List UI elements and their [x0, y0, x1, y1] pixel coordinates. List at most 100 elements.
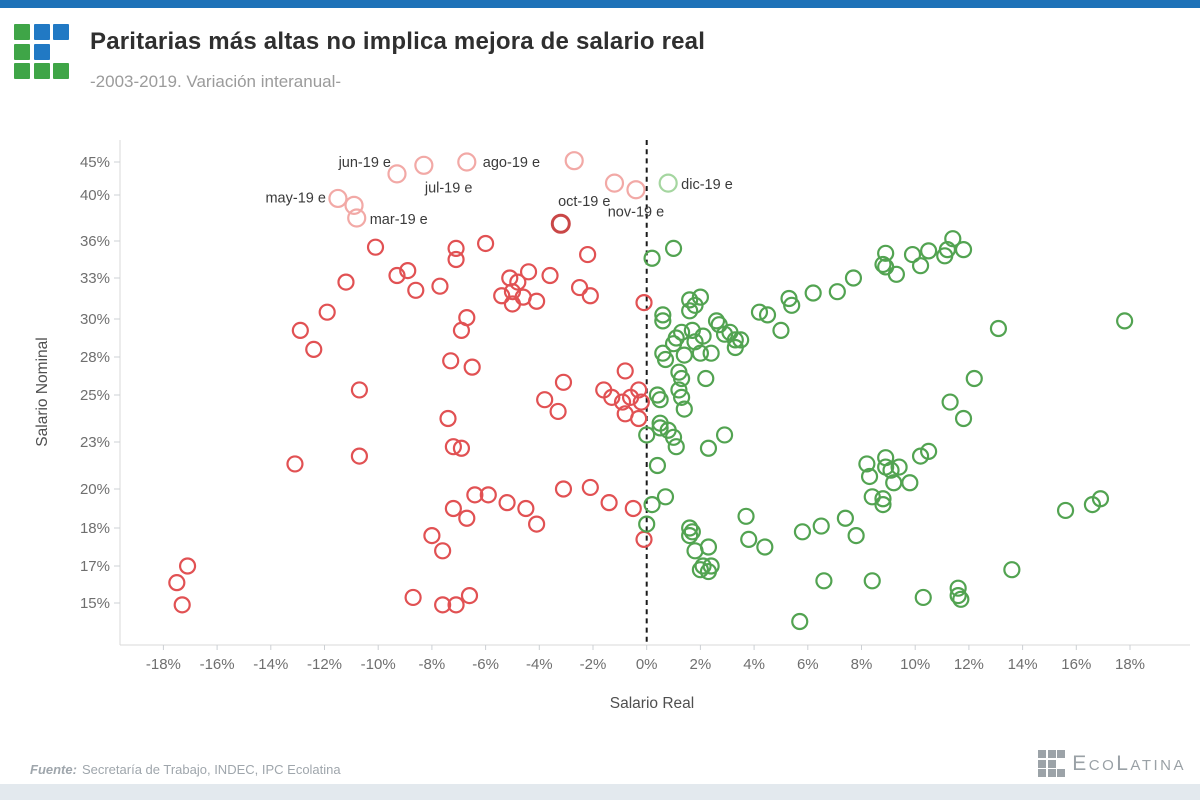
data-point-salario-real-positivo[interactable]: [887, 265, 906, 283]
data-point-salario-real-positivo[interactable]: [920, 442, 938, 460]
data-point-salario-real-positivo[interactable]: [882, 461, 900, 479]
data-point-salario-real-negativo[interactable]: [635, 294, 653, 312]
data-point-salario-real-negativo[interactable]: [536, 391, 554, 409]
data-point-salario-real-negativo[interactable]: [616, 362, 634, 380]
data-point-dic-19-estimado[interactable]: [658, 173, 678, 193]
data-point-salario-real-negativo[interactable]: [439, 409, 457, 428]
data-point-salario-real-positivo[interactable]: [651, 391, 669, 409]
data-point-salario-real-positivo[interactable]: [664, 428, 683, 446]
data-point-salario-real-positivo[interactable]: [697, 369, 715, 388]
data-point-salario-real-positivo[interactable]: [675, 346, 693, 364]
data-point-salario-real-positivo[interactable]: [772, 321, 790, 339]
data-point-salario-real-positivo[interactable]: [863, 572, 881, 590]
data-point-salario-real-positivo[interactable]: [707, 312, 726, 330]
data-point-salario-real-negativo[interactable]: [423, 526, 441, 545]
data-point-salario-real-negativo[interactable]: [581, 287, 599, 305]
data-point-salario-real-positivo[interactable]: [686, 542, 704, 560]
data-point-salario-real-positivo[interactable]: [750, 303, 769, 321]
data-point-salario-real-positivo[interactable]: [877, 244, 895, 262]
data-point-salario-real-positivo[interactable]: [791, 612, 809, 631]
data-point-salario-real-negativo[interactable]: [318, 303, 336, 321]
data-point-salario-real-negativo[interactable]: [434, 596, 452, 614]
data-point-salario-real-positivo[interactable]: [638, 426, 656, 444]
data-point-salario-real-negativo[interactable]: [503, 283, 522, 301]
data-point-salario-real-negativo[interactable]: [291, 321, 309, 339]
data-point-salario-real-negativo[interactable]: [554, 480, 573, 498]
data-point-salario-real-negativo[interactable]: [460, 586, 479, 605]
data-point-salario-real-positivo[interactable]: [654, 312, 672, 330]
data-point-salario-real-positivo[interactable]: [1003, 561, 1021, 579]
data-point-salario-real-positivo[interactable]: [874, 496, 892, 514]
data-point-salario-real-negativo[interactable]: [350, 447, 369, 465]
data-point-salario-real-negativo[interactable]: [581, 478, 599, 497]
data-point-salario-real-positivo[interactable]: [949, 586, 967, 605]
data-point-salario-real-positivo[interactable]: [654, 306, 672, 324]
data-point-salario-real-positivo[interactable]: [673, 369, 691, 388]
data-point-salario-real-positivo[interactable]: [681, 302, 699, 320]
data-point-salario-real-positivo[interactable]: [648, 456, 667, 475]
data-point-salario-real-negativo[interactable]: [528, 515, 546, 533]
data-point-salario-real-negativo[interactable]: [458, 509, 476, 527]
data-point-salario-real-negativo[interactable]: [447, 250, 465, 269]
data-point-estimados-2019[interactable]: [457, 152, 477, 172]
data-point-salario-real-negativo[interactable]: [579, 245, 597, 264]
data-point-salario-real-negativo[interactable]: [447, 596, 465, 614]
data-point-salario-real-negativo[interactable]: [366, 238, 385, 256]
data-point-salario-real-positivo[interactable]: [664, 239, 683, 257]
data-point-salario-real-positivo[interactable]: [664, 335, 683, 353]
data-point-punto-destacado[interactable]: [550, 213, 571, 234]
data-point-salario-real-negativo[interactable]: [337, 273, 355, 291]
data-point-salario-real-negativo[interactable]: [431, 277, 449, 295]
data-point-salario-real-positivo[interactable]: [793, 523, 812, 541]
data-point-salario-real-positivo[interactable]: [756, 538, 774, 556]
data-point-estimados-2019[interactable]: [604, 173, 625, 193]
data-point-salario-real-positivo[interactable]: [858, 455, 876, 473]
data-point-salario-real-positivo[interactable]: [638, 515, 656, 533]
data-point-salario-real-negativo[interactable]: [447, 239, 465, 257]
data-point-salario-real-negativo[interactable]: [600, 494, 618, 512]
data-point-salario-real-negativo[interactable]: [528, 292, 546, 310]
data-point-salario-real-positivo[interactable]: [681, 291, 699, 309]
data-point-salario-real-positivo[interactable]: [965, 369, 983, 388]
data-point-salario-real-positivo[interactable]: [804, 284, 822, 302]
data-point-salario-real-positivo[interactable]: [1091, 490, 1110, 508]
data-point-salario-real-positivo[interactable]: [914, 588, 932, 607]
data-point-salario-real-positivo[interactable]: [737, 507, 755, 525]
data-point-salario-real-negativo[interactable]: [554, 373, 573, 391]
data-point-salario-real-negativo[interactable]: [168, 574, 186, 592]
data-point-salario-real-positivo[interactable]: [874, 490, 892, 508]
data-point-salario-real-positivo[interactable]: [656, 350, 675, 369]
data-point-salario-real-negativo[interactable]: [404, 588, 422, 607]
data-point-salario-real-negativo[interactable]: [493, 287, 511, 305]
data-point-salario-real-positivo[interactable]: [885, 474, 903, 492]
data-point-salario-real-positivo[interactable]: [702, 557, 720, 575]
data-point-salario-real-positivo[interactable]: [815, 572, 833, 590]
data-point-estimados-2019[interactable]: [347, 208, 367, 228]
data-point-salario-real-positivo[interactable]: [903, 245, 922, 264]
data-point-salario-real-positivo[interactable]: [890, 458, 908, 476]
data-point-salario-real-negativo[interactable]: [477, 234, 495, 253]
data-point-salario-real-negativo[interactable]: [541, 266, 559, 285]
data-point-salario-real-positivo[interactable]: [643, 249, 661, 267]
data-point-salario-real-negativo[interactable]: [173, 596, 191, 614]
data-point-salario-real-positivo[interactable]: [670, 381, 688, 399]
data-point-salario-real-positivo[interactable]: [783, 296, 801, 314]
data-point-salario-real-positivo[interactable]: [812, 517, 830, 535]
data-point-salario-real-negativo[interactable]: [463, 358, 481, 376]
data-point-salario-real-positivo[interactable]: [667, 438, 685, 456]
data-point-estimados-2019[interactable]: [626, 180, 646, 200]
data-point-estimados-2019[interactable]: [344, 195, 364, 215]
data-point-salario-real-negativo[interactable]: [549, 402, 567, 421]
data-point-salario-real-negativo[interactable]: [498, 494, 516, 512]
data-point-salario-real-negativo[interactable]: [407, 281, 425, 299]
data-point-salario-real-positivo[interactable]: [699, 439, 718, 457]
data-point-salario-real-positivo[interactable]: [1056, 501, 1075, 520]
data-point-salario-real-negativo[interactable]: [178, 557, 197, 575]
data-point-salario-real-positivo[interactable]: [941, 393, 959, 411]
data-point-salario-real-negativo[interactable]: [503, 295, 522, 313]
data-point-salario-real-positivo[interactable]: [726, 338, 744, 357]
data-point-salario-real-positivo[interactable]: [836, 509, 854, 527]
data-point-salario-real-positivo[interactable]: [681, 526, 699, 545]
data-point-salario-real-negativo[interactable]: [444, 499, 462, 518]
data-point-salario-real-positivo[interactable]: [651, 419, 669, 437]
